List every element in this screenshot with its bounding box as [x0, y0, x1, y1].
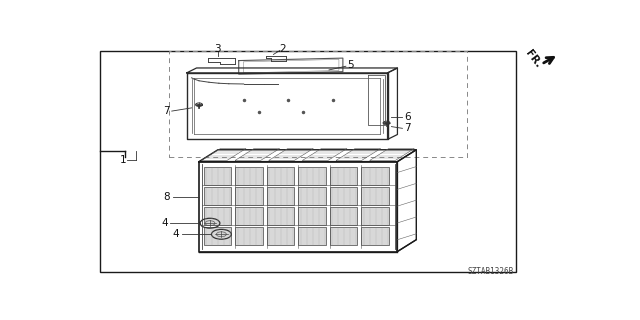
Text: 3: 3 — [214, 44, 221, 54]
Text: 2: 2 — [279, 44, 285, 54]
Text: 6: 6 — [404, 111, 411, 122]
Bar — [361, 207, 388, 225]
Bar — [361, 227, 388, 245]
Bar — [267, 207, 294, 225]
Bar — [330, 207, 357, 225]
Text: SZTAB1326B: SZTAB1326B — [468, 267, 514, 276]
Bar — [236, 167, 263, 185]
Bar — [236, 207, 263, 225]
Bar — [204, 187, 232, 205]
Bar — [298, 227, 326, 245]
Text: 8: 8 — [163, 192, 170, 202]
Bar — [267, 167, 294, 185]
Bar — [330, 227, 357, 245]
Bar — [267, 187, 294, 205]
Bar — [204, 167, 232, 185]
Bar — [204, 207, 232, 225]
Bar — [100, 51, 516, 273]
Bar — [330, 167, 357, 185]
Text: 4: 4 — [161, 218, 168, 228]
Bar — [298, 187, 326, 205]
Bar — [361, 187, 388, 205]
Bar — [267, 227, 294, 245]
Bar — [169, 51, 467, 157]
Text: 4: 4 — [173, 229, 180, 239]
Text: 7: 7 — [163, 106, 170, 116]
Bar — [361, 167, 388, 185]
Bar — [298, 207, 326, 225]
Bar — [298, 167, 326, 185]
Bar — [330, 187, 357, 205]
Bar — [204, 227, 232, 245]
Text: 5: 5 — [347, 60, 354, 70]
Bar — [236, 187, 263, 205]
Text: 7: 7 — [404, 123, 411, 133]
Bar — [236, 227, 263, 245]
Text: FR.: FR. — [523, 49, 543, 70]
Text: 1: 1 — [119, 156, 126, 165]
